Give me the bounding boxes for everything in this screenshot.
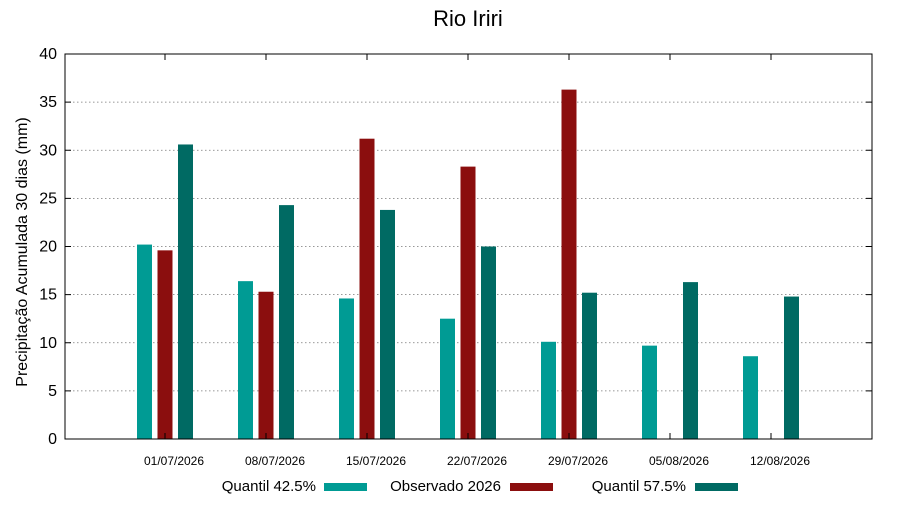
bar-2-4	[460, 166, 476, 440]
bar-1-5	[541, 341, 556, 439]
bar-3-2	[279, 205, 294, 439]
y-tick-label: 40	[39, 46, 57, 63]
bars	[137, 89, 799, 440]
legend-swatch	[324, 483, 367, 491]
y-tick-label: 15	[39, 287, 57, 304]
bar-1-2	[238, 281, 253, 439]
bar-3-3	[380, 209, 395, 439]
bar-2-3	[359, 138, 375, 439]
legend-label: Quantil 42.5%	[222, 478, 316, 495]
y-tick-label: 35	[39, 94, 57, 111]
chart-title: Rio Iriri	[433, 6, 503, 31]
x-tick-label: 01/07/2026	[144, 454, 204, 468]
y-tick-label: 10	[39, 335, 57, 352]
y-tick-label: 20	[39, 239, 57, 256]
bar-3-1	[178, 144, 193, 439]
bar-1-7	[743, 356, 758, 439]
y-axis-ticks: 0 5 10 15 20 25 30 35 40	[39, 46, 872, 448]
bar-3-4	[481, 246, 496, 439]
bar-3-6	[683, 282, 698, 439]
y-tick-label: 25	[39, 190, 57, 207]
legend-label: Quantil 57.5%	[592, 478, 686, 495]
x-tick-label: 29/07/2026	[548, 454, 608, 468]
bar-2-5	[561, 89, 577, 440]
bar-1-6	[642, 345, 657, 439]
x-tick-label: 22/07/2026	[447, 454, 507, 468]
bar-3-5	[582, 292, 597, 439]
gridlines	[65, 101, 872, 392]
bar-1-1	[137, 244, 152, 439]
bar-2-2	[258, 291, 274, 439]
legend-swatch	[695, 483, 738, 491]
bar-1-3	[339, 298, 354, 439]
y-axis-label: Precipitação Acumulada 30 dias (mm)	[14, 117, 31, 386]
x-tick-label: 12/08/2026	[750, 454, 810, 468]
x-axis-ticks: 01/07/2026 08/07/2026 15/07/2026 22/07/2026…	[144, 54, 810, 468]
legend-label: Observado 2026	[390, 478, 501, 495]
bar-2-1	[157, 250, 173, 439]
bar-1-4	[440, 318, 455, 439]
y-tick-label: 0	[48, 431, 57, 448]
x-tick-label: 08/07/2026	[245, 454, 305, 468]
y-tick-label: 30	[39, 142, 57, 159]
x-tick-label: 05/08/2026	[649, 454, 709, 468]
y-tick-label: 5	[48, 383, 57, 400]
bar-3-7	[784, 296, 799, 439]
legend-swatch	[510, 483, 553, 491]
legend: Quantil 42.5% Observado 2026 Quantil 57.5%	[222, 478, 738, 495]
x-tick-label: 15/07/2026	[346, 454, 406, 468]
